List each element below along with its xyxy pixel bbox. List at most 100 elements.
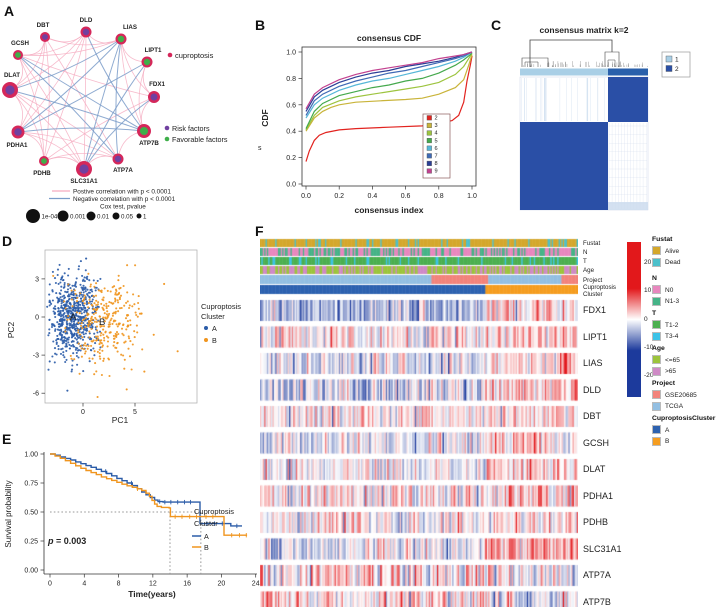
- pca-point: [96, 303, 99, 306]
- gene-node-core: [42, 34, 48, 40]
- pca-point: [105, 305, 108, 308]
- gene-node-label: DLAT: [4, 72, 20, 79]
- panel-b-consensus-cdf: consensus CDF CDF s consensus index 0.0 0…: [258, 33, 477, 215]
- pca-point: [54, 329, 57, 332]
- pca-point: [83, 311, 86, 314]
- pca-point: [80, 347, 83, 350]
- pca-point: [84, 309, 87, 312]
- pca-point: [79, 349, 82, 352]
- pca-point: [90, 295, 93, 298]
- annotation-label-fustat: Fustat: [583, 240, 601, 247]
- pca-point: [78, 312, 81, 315]
- cdf-title: consensus CDF: [357, 33, 421, 43]
- y-tick-label: 0.2: [286, 155, 296, 162]
- edge: [17, 54, 45, 162]
- cdf-curve-k9: [305, 51, 473, 110]
- pca-point: [107, 336, 110, 339]
- pca-point: [52, 274, 55, 277]
- pca-point: [57, 282, 60, 285]
- pca-point: [106, 289, 109, 292]
- pca-point: [53, 277, 57, 280]
- pca-point: [128, 355, 132, 358]
- gene-node-core: [79, 164, 89, 174]
- pca-point: [89, 300, 92, 303]
- edge: [83, 38, 122, 170]
- panel-c-consensus-matrix: consensus matrix k=2 12: [519, 25, 691, 211]
- pca-point: [62, 340, 65, 343]
- pca-point: [77, 318, 80, 321]
- pca-point: [109, 290, 112, 293]
- pca-point: [90, 327, 93, 331]
- pca-point: [100, 302, 103, 305]
- gene-node-label: SLC31A1: [70, 178, 98, 185]
- pca-point: [123, 304, 126, 307]
- survival-legend-title-1: Cuproptosis: [194, 507, 234, 516]
- dendrogram-left-sub: [524, 61, 539, 67]
- pca-point: [100, 342, 103, 345]
- pca-point: [77, 342, 80, 345]
- pca-point: [97, 289, 100, 292]
- pca-point: [73, 316, 76, 319]
- negative-correlation-label: Negative correlation with p < 0.0001: [73, 196, 176, 203]
- pca-legend-a: A: [212, 324, 217, 333]
- pca-point: [87, 272, 90, 275]
- pca-point: [95, 325, 99, 328]
- pvalue-size-dot: [57, 210, 69, 222]
- pca-point: [47, 334, 50, 337]
- pca-point: [102, 316, 105, 319]
- pca-point: [113, 285, 116, 288]
- pca-point: [78, 372, 81, 375]
- pca-point: [96, 305, 99, 308]
- pca-point: [54, 315, 57, 319]
- pca-point: [48, 328, 51, 331]
- pca-point: [59, 296, 62, 299]
- pca-point: [109, 319, 112, 322]
- pca-point: [84, 314, 87, 317]
- dendrogram-right-sub: [607, 59, 616, 67]
- legend-swatch-icon: [652, 355, 661, 364]
- pca-point: [127, 335, 130, 338]
- pca-point: [64, 327, 67, 330]
- pca-point: [105, 302, 108, 305]
- pca-point: [75, 311, 78, 314]
- pca-point: [80, 355, 83, 358]
- pca-point: [77, 336, 80, 339]
- pca-point: [85, 329, 88, 332]
- matrix-block-tr: [608, 77, 648, 122]
- pca-point: [123, 341, 126, 344]
- pca-point: [50, 325, 54, 329]
- pca-point: [59, 338, 62, 341]
- pca-point: [83, 352, 87, 355]
- legend-swatch-icon: [652, 366, 661, 376]
- pca-point: [67, 267, 70, 270]
- pca-point: [133, 303, 136, 306]
- pca-point: [68, 328, 71, 332]
- pca-point: [65, 316, 68, 319]
- edge: [138, 61, 148, 132]
- gene-node-core: [117, 35, 125, 43]
- pca-point: [88, 332, 91, 335]
- pca-point: [66, 290, 69, 293]
- pca-point: [97, 301, 100, 304]
- cdf-curve-k2: [305, 55, 473, 162]
- pca-point: [108, 325, 111, 328]
- pca-point: [105, 307, 108, 310]
- gene-node-label: LIPT1: [145, 47, 162, 54]
- favorable-legend-label: Favorable factors: [172, 135, 228, 144]
- cluster-a-center-label: A: [70, 312, 77, 323]
- pca-point: [136, 315, 139, 318]
- pca-point: [141, 348, 144, 351]
- gene-label-dbt: DBT: [583, 411, 601, 421]
- survival-plot-area: 0.00 0.25 0.50 0.75 1.00 0 4 8 12 16 20 24: [24, 452, 259, 588]
- pca-point: [119, 286, 122, 289]
- gene-node-core: [82, 28, 90, 36]
- annotation-label-cluster: Cluster: [583, 291, 603, 298]
- gene-node-core: [15, 52, 21, 58]
- pvalue-size-label: 1e-04: [42, 214, 58, 221]
- pca-point: [82, 331, 85, 334]
- y-tick-label: 1.00: [24, 452, 38, 459]
- pca-point: [91, 290, 94, 293]
- pca-point: [71, 305, 74, 308]
- pca-point: [62, 294, 66, 297]
- legend-title-t: T: [652, 310, 657, 317]
